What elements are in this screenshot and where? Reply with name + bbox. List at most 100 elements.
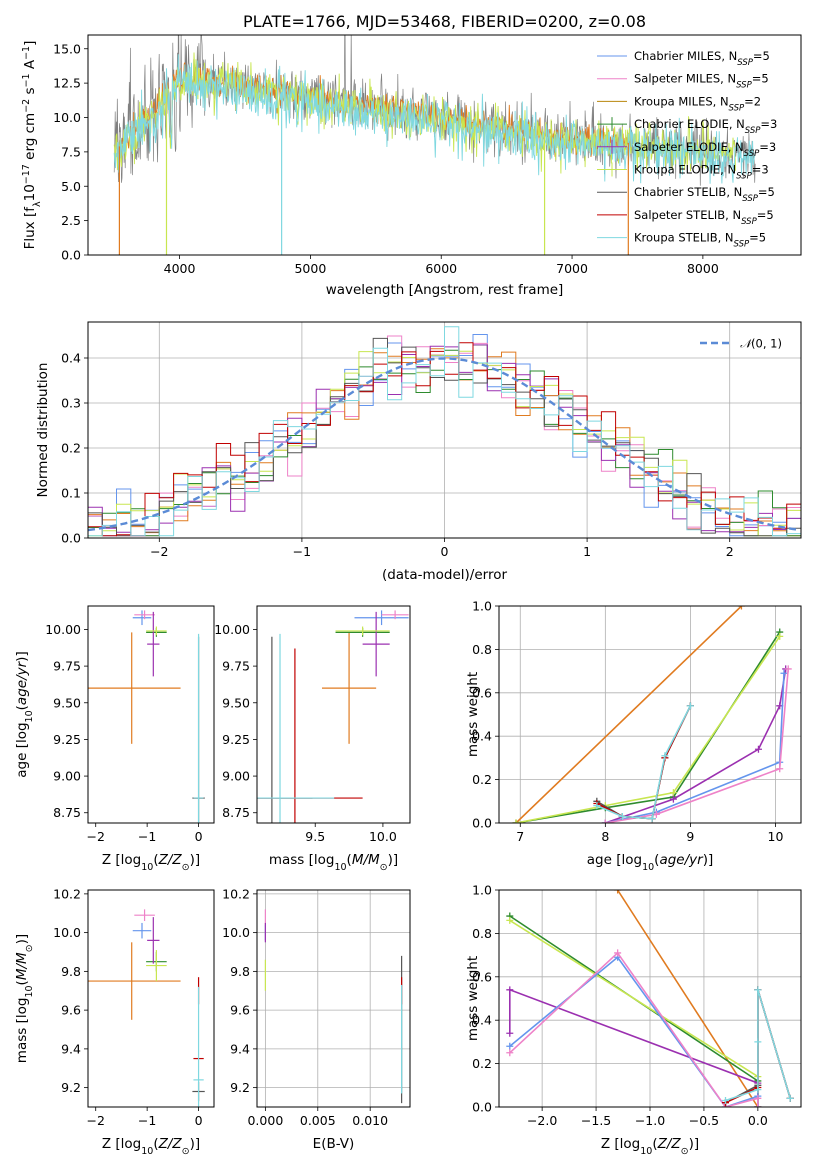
plot-area — [499, 606, 801, 823]
legend-label-main: Kroupa STELIB, N — [634, 231, 734, 245]
errorbar-point — [321, 632, 377, 744]
y-axis-label: mass [log10(M/M⊙)] — [14, 934, 35, 1063]
y-tick-label: 12.5 — [53, 76, 81, 91]
x-tick-label: −1.5 — [581, 1113, 611, 1128]
series-line — [509, 919, 759, 1107]
series-line — [515, 606, 743, 823]
legend-label-tail: =5 — [753, 49, 770, 63]
label-part: )] — [14, 651, 30, 662]
series-marker — [780, 669, 788, 677]
y-axis-label: age [log10(age/yr)] — [14, 651, 35, 777]
legend-label: 𝒩(0, 1) — [740, 337, 782, 351]
y-tick-label: 9.00 — [53, 769, 81, 784]
series-line — [616, 890, 759, 1107]
y-tick-label: 0.1 — [61, 486, 81, 501]
y-tick-label: 9.50 — [222, 695, 250, 710]
x-axis-label: age [log10(age/yr)] — [587, 852, 713, 873]
y-axis-label: Normed distribution — [35, 363, 51, 498]
label-part: λ — [32, 201, 43, 207]
x-tick-label: −1 — [293, 544, 311, 559]
gridlines — [499, 606, 801, 823]
label-part: Z/Z — [158, 852, 183, 868]
series-marker — [614, 890, 622, 894]
y-tick-label: 0.0 — [472, 816, 492, 831]
x-tick-label: −1.0 — [635, 1113, 665, 1128]
errorbar-point — [88, 942, 181, 1020]
series-marker — [661, 752, 669, 760]
x-tick-label: −1 — [138, 829, 156, 844]
legend-label-sub: SSP — [744, 149, 760, 159]
series-line — [605, 668, 789, 823]
legend-label: Kroupa ELODIE, NSSP=3 — [634, 163, 769, 182]
x-tick-label: −0.5 — [689, 1113, 719, 1128]
label-part: ⊙ — [182, 862, 190, 873]
errorbar-point — [257, 633, 335, 823]
errorbar-point — [354, 610, 409, 626]
series-marker — [648, 815, 656, 823]
y-tick-label: 9.25 — [53, 732, 81, 747]
series-marker — [754, 745, 762, 753]
plot-area — [88, 322, 801, 538]
label-part: ( — [14, 705, 30, 710]
panel-mass-vs-EBV: 0.000 0.005 0.010 9.2 9.4 9.6 9.8 10.0 10.2 E(B-V… — [222, 886, 411, 1152]
legend-label-main: Salpeter ELODIE, N — [634, 140, 744, 154]
errorbar-point — [132, 922, 152, 939]
series-line — [509, 956, 759, 1107]
y-tick-label: 0.6 — [472, 685, 492, 700]
series-marker — [754, 1038, 762, 1046]
label-part: mass [log — [14, 998, 30, 1064]
label-part: ( — [14, 980, 30, 985]
y-tick-label: 9.75 — [222, 659, 250, 674]
y-tick-label: 9.4 — [230, 1041, 250, 1056]
errorbar-point — [146, 950, 167, 982]
x-tick-label: 9 — [686, 829, 694, 844]
y-tick-label: 0.4 — [472, 1013, 492, 1028]
legend-label-main: Kroupa MILES, N — [634, 94, 729, 108]
label-part: Z [log — [102, 1136, 141, 1152]
label-part: )] — [14, 934, 30, 945]
label-part: −1 — [21, 73, 32, 87]
y-tick-label: 5.0 — [61, 179, 81, 194]
series-marker — [512, 819, 520, 823]
y-tick-label: 15.0 — [53, 41, 81, 56]
legend-label-tail: =5 — [758, 185, 775, 199]
x-tick-label: 6000 — [425, 261, 457, 276]
y-axis-label: mass weight — [465, 956, 481, 1041]
y-tick-label: 10.00 — [45, 622, 81, 637]
label-part: erg cm — [22, 113, 38, 164]
legend-label-sub: SSP — [734, 240, 750, 250]
label-part: ⊙ — [24, 944, 35, 952]
y-tick-label: 0.0 — [61, 531, 81, 546]
legend-label: Kroupa MILES, NSSP=2 — [634, 94, 761, 113]
label-part: )] — [388, 852, 399, 868]
errorbar-point — [362, 611, 390, 677]
axes-frame — [87, 321, 802, 539]
label-part: )] — [689, 1136, 700, 1152]
x-tick-label: −1 — [138, 1113, 156, 1128]
series-marker — [784, 665, 792, 673]
series-marker — [786, 1094, 794, 1102]
plot-panels: 4000 5000 6000 7000 80000.02.55.07.510.012.5… — [14, 12, 802, 1157]
label-part: )] — [190, 852, 201, 868]
legend-label-tail: =3 — [760, 117, 777, 131]
legend-label-tail: =5 — [757, 208, 774, 222]
axes-frame — [87, 605, 215, 824]
y-tick-label: 0.8 — [472, 642, 492, 657]
legend-label-tail: =3 — [752, 163, 769, 177]
panel-massweight-vs-Z: −2.0 −1.5 −1.0 −0.5 0.0 0.0 0.2 0.4 0.6 0.8 1.0 Z [… — [465, 883, 802, 1157]
series-marker — [754, 1086, 762, 1094]
axes-frame — [498, 605, 802, 824]
series-marker — [686, 702, 694, 710]
errorbar-point — [134, 610, 155, 620]
plot-area — [88, 909, 205, 1107]
label-part: age/yr — [659, 852, 704, 868]
series-marker — [669, 789, 677, 797]
series-marker — [776, 765, 784, 773]
label-part: 10 — [24, 710, 35, 722]
errorbar-point — [88, 632, 181, 744]
y-tick-label: 9.6 — [61, 1003, 81, 1018]
series-marker — [506, 1042, 514, 1050]
y-tick-label: 9.25 — [222, 732, 250, 747]
